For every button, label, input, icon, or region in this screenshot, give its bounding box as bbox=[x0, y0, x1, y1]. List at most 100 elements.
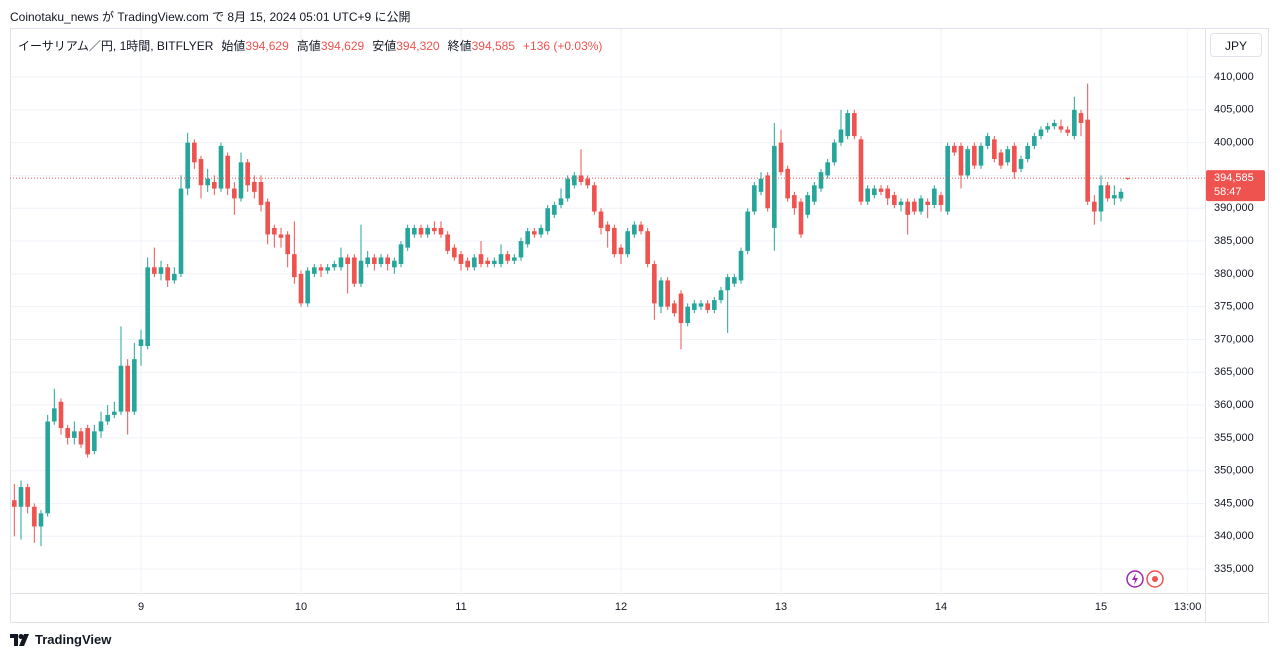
candle-body bbox=[778, 142, 784, 173]
candle-body bbox=[318, 267, 324, 271]
candle-body bbox=[1025, 145, 1030, 160]
candle-body bbox=[485, 260, 490, 265]
y-tick-label: 380,000 bbox=[1214, 268, 1254, 280]
brand-logo bbox=[10, 633, 29, 646]
candle-body bbox=[878, 188, 884, 192]
candle-body bbox=[545, 208, 550, 232]
candle-body bbox=[85, 428, 90, 455]
candle-body bbox=[432, 227, 437, 232]
candle-body bbox=[105, 414, 110, 422]
candle-body bbox=[72, 431, 77, 438]
candle-body bbox=[712, 300, 717, 310]
candle-body bbox=[1058, 126, 1064, 130]
candle-body bbox=[992, 139, 997, 160]
price-change: +136 (+0.03%) bbox=[523, 39, 603, 53]
candle-body bbox=[32, 506, 37, 527]
y-tick-label: 370,000 bbox=[1214, 333, 1254, 345]
candle-body bbox=[645, 231, 650, 265]
candle-body bbox=[792, 195, 797, 209]
candle-body bbox=[418, 227, 424, 235]
candle-body bbox=[765, 175, 770, 209]
candle-body bbox=[98, 421, 104, 432]
footer: TradingView bbox=[10, 632, 111, 647]
candle-body bbox=[812, 185, 817, 202]
candle-body bbox=[132, 359, 137, 412]
candle-body bbox=[25, 487, 30, 507]
candle-body bbox=[392, 260, 397, 268]
candle-body bbox=[598, 211, 604, 228]
candle-body bbox=[1098, 185, 1104, 212]
currency-button[interactable]: JPY bbox=[1210, 33, 1262, 57]
candle-body bbox=[245, 162, 250, 186]
candle-body bbox=[38, 513, 44, 527]
candle-body bbox=[298, 273, 304, 304]
y-tick-label: 410,000 bbox=[1214, 71, 1254, 83]
candle-body bbox=[52, 408, 57, 422]
candle-body bbox=[832, 142, 837, 163]
candle-body bbox=[692, 303, 697, 310]
candle-body bbox=[378, 257, 384, 265]
countdown-label: 58:47 bbox=[1214, 186, 1242, 198]
candle-body bbox=[465, 260, 470, 268]
candle-body bbox=[278, 234, 284, 238]
symbol-legend: イーサリアム／円, 1時間, BITFLYER 始値394,629 高値394,62… bbox=[18, 37, 610, 54]
candle-body bbox=[932, 188, 937, 205]
candle-body bbox=[725, 277, 730, 291]
candle-body bbox=[925, 201, 930, 205]
candle-body bbox=[1052, 122, 1057, 127]
candle-body bbox=[978, 145, 984, 166]
candle-body bbox=[398, 244, 404, 265]
candle-body bbox=[152, 267, 157, 274]
toolbar-icons[interactable] bbox=[1126, 570, 1164, 588]
candle-body bbox=[472, 257, 477, 268]
candle-body bbox=[1065, 129, 1070, 133]
candle-body bbox=[1078, 113, 1084, 123]
candle-body bbox=[938, 195, 944, 205]
x-tick-label: 15 bbox=[1095, 601, 1107, 613]
candle-body bbox=[438, 227, 444, 235]
candle-body bbox=[632, 224, 637, 235]
ohlc-label: 始値 bbox=[221, 39, 246, 53]
candle-body bbox=[1125, 177, 1130, 179]
y-tick-label: 400,000 bbox=[1214, 137, 1254, 149]
y-tick-label: 355,000 bbox=[1214, 432, 1254, 444]
candle-body bbox=[145, 267, 150, 347]
candle-body bbox=[585, 178, 590, 186]
candle-body bbox=[1118, 191, 1124, 199]
candle-body bbox=[552, 204, 557, 215]
candle-body bbox=[1012, 145, 1017, 173]
candle-body bbox=[1112, 195, 1117, 199]
ohlc-value: 394,629 bbox=[245, 39, 289, 53]
x-tick-label: 10 bbox=[295, 601, 307, 613]
y-tick-label: 385,000 bbox=[1214, 235, 1254, 247]
ohlc-value: 394,320 bbox=[396, 39, 440, 53]
candle-body bbox=[458, 254, 464, 265]
candle-body bbox=[158, 267, 164, 274]
candles bbox=[12, 83, 1130, 547]
ohlc-label: 安値 bbox=[372, 39, 397, 53]
candle-body bbox=[665, 280, 670, 307]
candle-body bbox=[618, 247, 624, 255]
candle-body bbox=[838, 129, 844, 143]
candle-body bbox=[452, 247, 457, 258]
candle-body bbox=[672, 303, 677, 314]
candle-body bbox=[1005, 149, 1010, 163]
candle-body bbox=[272, 227, 277, 235]
candle-body bbox=[338, 257, 344, 268]
candle-body bbox=[265, 201, 270, 235]
candle-body bbox=[118, 365, 124, 412]
candle-body bbox=[572, 175, 577, 186]
candle-body bbox=[745, 211, 750, 251]
y-tick-label: 375,000 bbox=[1214, 301, 1254, 313]
price-label-box bbox=[1206, 170, 1265, 202]
candle-body bbox=[685, 306, 690, 324]
y-tick-label: 405,000 bbox=[1214, 104, 1254, 116]
publish-header: Coinotaku_news が TradingView.com で 8月 15… bbox=[10, 10, 411, 24]
candle-body bbox=[972, 145, 977, 166]
candle-body bbox=[212, 181, 217, 189]
candle-body bbox=[218, 145, 224, 189]
candle-body bbox=[905, 201, 910, 215]
candle-body bbox=[858, 139, 864, 202]
